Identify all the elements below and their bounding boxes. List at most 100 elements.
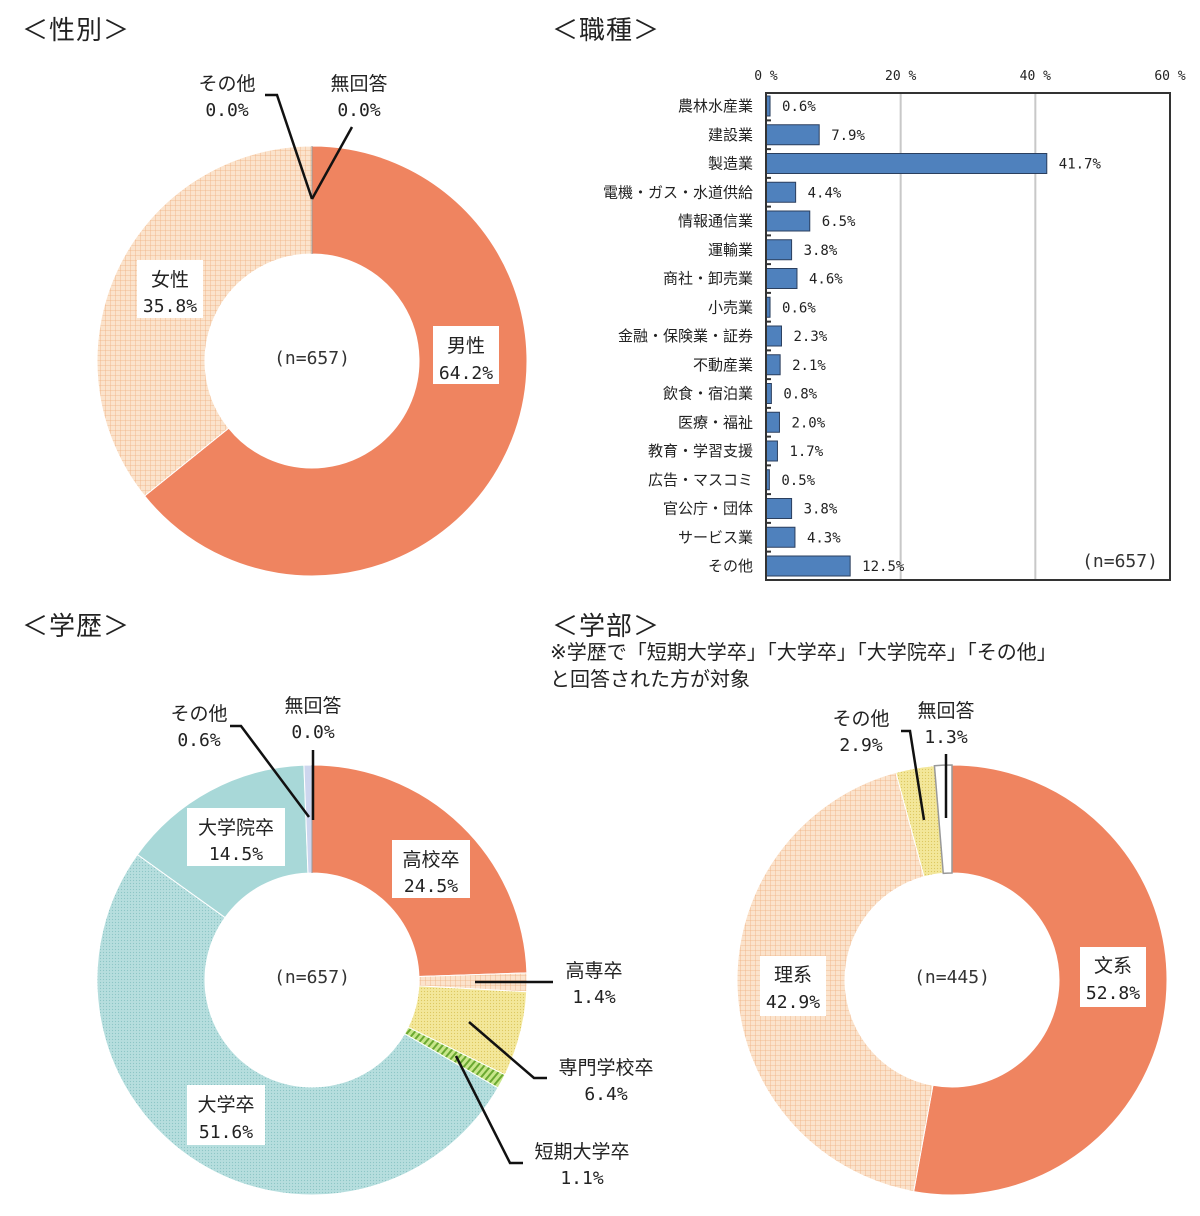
bar-value-label: 6.5% <box>822 214 856 230</box>
bar <box>765 325 782 347</box>
faculty-other-label-name: その他 <box>832 708 889 730</box>
bar <box>765 268 798 289</box>
bar-category-label: 医療・福祉 <box>678 413 753 431</box>
bar-row: 飲食・宿泊業 0.8% <box>663 378 818 404</box>
vocational-label-name: 専門学校卒 <box>558 1057 653 1079</box>
university-label-box <box>187 1085 265 1145</box>
faculty-section-title: ＜学部＞ <box>552 612 661 642</box>
bar-value-label: 3.8% <box>804 243 838 259</box>
bar-value-label: 12.5% <box>862 559 905 575</box>
education-other-label-name: その他 <box>170 703 227 725</box>
bar-value-label: 1.7% <box>789 444 823 460</box>
faculty-other-leader-line <box>901 729 926 821</box>
bar-value-label: 41.7% <box>1059 157 1102 173</box>
bar-value-label: 0.6% <box>782 300 816 316</box>
x-tick-label: 40 % <box>1020 69 1051 84</box>
bar-value-label: 4.3% <box>807 530 841 546</box>
gender-center-label: (n=657) <box>274 348 350 369</box>
bar-category-label: 官公庁・団体 <box>663 500 753 518</box>
university-label-name: 大学卒 <box>197 1094 254 1116</box>
education-noanswer-label-value: 0.0% <box>291 722 335 743</box>
bar <box>765 526 796 548</box>
donut-segment <box>143 145 528 577</box>
graduate-label-value: 14.5% <box>209 844 263 865</box>
education-donut-chart: (n=657) 高校卒 24.5% 大学院卒 14.5% 大学卒 51.6% 高… <box>96 695 654 1196</box>
bar <box>765 181 797 203</box>
donut-segment <box>736 771 934 1193</box>
education-other-leader-line <box>230 724 311 818</box>
bar-row: 教育・学習支援 1.7% <box>648 435 824 462</box>
bar-axis-ticks: 0 % 20 % 40 % 60 % <box>754 69 1186 84</box>
faculty-donut-chart: (n=445) 文系 52.8% 理系 42.9% その他 2.9% 無回答 1… <box>736 700 1168 1196</box>
bar-plot-area <box>766 93 1170 580</box>
gender-donut-chart: (n=657) 男性 64.2% 女性 35.8% その他 0.0% 無回答 0… <box>96 73 528 577</box>
bar-row: 医療・福祉 2.0% <box>678 406 826 433</box>
bar-row: 広告・マスコミ 0.5% <box>648 464 816 491</box>
occupation-n-label: (n=657) <box>1082 551 1158 572</box>
juniorcollege-leader-line <box>454 1055 523 1165</box>
bar-category-label: 小売業 <box>708 298 753 316</box>
science-label-value: 42.9% <box>766 992 820 1013</box>
humanities-label-box <box>1080 947 1146 1007</box>
bar <box>765 440 778 462</box>
x-tick-label: 60 % <box>1154 69 1185 84</box>
bar-value-label: 7.9% <box>831 128 865 144</box>
highschool-label-value: 24.5% <box>404 876 458 897</box>
vocational-leader-line <box>468 1021 547 1080</box>
faculty-noanswer-label-name: 無回答 <box>917 700 974 722</box>
bar <box>765 498 793 519</box>
gender-donut-segments <box>96 145 528 577</box>
occupation-section-title: ＜職種＞ <box>552 16 661 46</box>
bar-value-label: 2.1% <box>792 358 826 374</box>
vocational-label-value: 6.4% <box>584 1084 628 1105</box>
bar-value-label: 0.5% <box>781 473 815 489</box>
bar-value-label: 2.0% <box>791 415 825 431</box>
male-label-name: 男性 <box>447 335 485 357</box>
highschool-label-box <box>392 840 470 898</box>
bar-value-label: 0.8% <box>783 387 817 403</box>
donut-segment <box>913 764 1168 1196</box>
gender-other-leader-line <box>265 93 314 200</box>
education-center-label: (n=657) <box>274 967 350 988</box>
bar-category-label: サービス業 <box>678 528 753 546</box>
gender-other-label-name: その他 <box>198 73 255 95</box>
bar-row: 農林水産業 0.6% <box>678 95 816 117</box>
bar-category-label: 金融・保険業・証券 <box>618 327 753 345</box>
gender-noanswer-leader-line <box>310 126 354 200</box>
humanities-label-name: 文系 <box>1094 955 1132 977</box>
bar-plot-frame <box>765 92 1171 581</box>
gender-noanswer-label-value: 0.0% <box>337 100 381 121</box>
bar <box>765 124 820 146</box>
faculty-donut-segments <box>736 764 1168 1196</box>
techcollege-label-value: 1.4% <box>572 987 616 1008</box>
faculty-note-line2: と回答された方が対象 <box>550 667 750 691</box>
bar <box>765 354 781 376</box>
bar <box>765 239 793 261</box>
bar-value-label: 4.4% <box>808 185 842 201</box>
female-label-box <box>137 260 203 318</box>
bar-value-label: 0.6% <box>782 99 816 115</box>
bar-category-label: 商社・卸売業 <box>663 270 753 288</box>
science-label-box <box>760 956 826 1016</box>
occupation-bar-chart: 0 % 20 % 40 % 60 % 農林水産業 0.6% 建設業 7.9% 製造業 41.7%… <box>603 69 1186 581</box>
bar <box>765 411 780 433</box>
bar-category-label: 情報通信業 <box>678 212 753 230</box>
bar-value-label: 4.6% <box>809 272 843 288</box>
bar-row: 運輸業 3.8% <box>708 234 838 261</box>
bar-row: 電機・ガス・水道供給 4.4% <box>603 176 842 203</box>
education-noanswer-label-name: 無回答 <box>284 695 341 717</box>
faculty-note-line1: ※学歴で「短期大学卒」「大学卒」「大学院卒」「その他」 <box>550 640 1057 664</box>
education-section-title: ＜学歴＞ <box>22 612 131 642</box>
male-label-box <box>433 326 499 384</box>
faculty-center-label: (n=445) <box>914 967 990 988</box>
faculty-other-label-value: 2.9% <box>839 735 883 756</box>
female-label-name: 女性 <box>151 269 189 291</box>
x-tick-label: 0 % <box>754 69 778 84</box>
bar-category-label: 電機・ガス・水道供給 <box>603 183 753 201</box>
bar-category-label: 建設業 <box>708 126 753 144</box>
bar-row: 情報通信業 6.5% <box>678 205 856 232</box>
bar-category-label: 運輸業 <box>708 241 753 259</box>
bar-category-label: 飲食・宿泊業 <box>663 385 753 403</box>
bar-category-label: その他 <box>708 557 753 575</box>
